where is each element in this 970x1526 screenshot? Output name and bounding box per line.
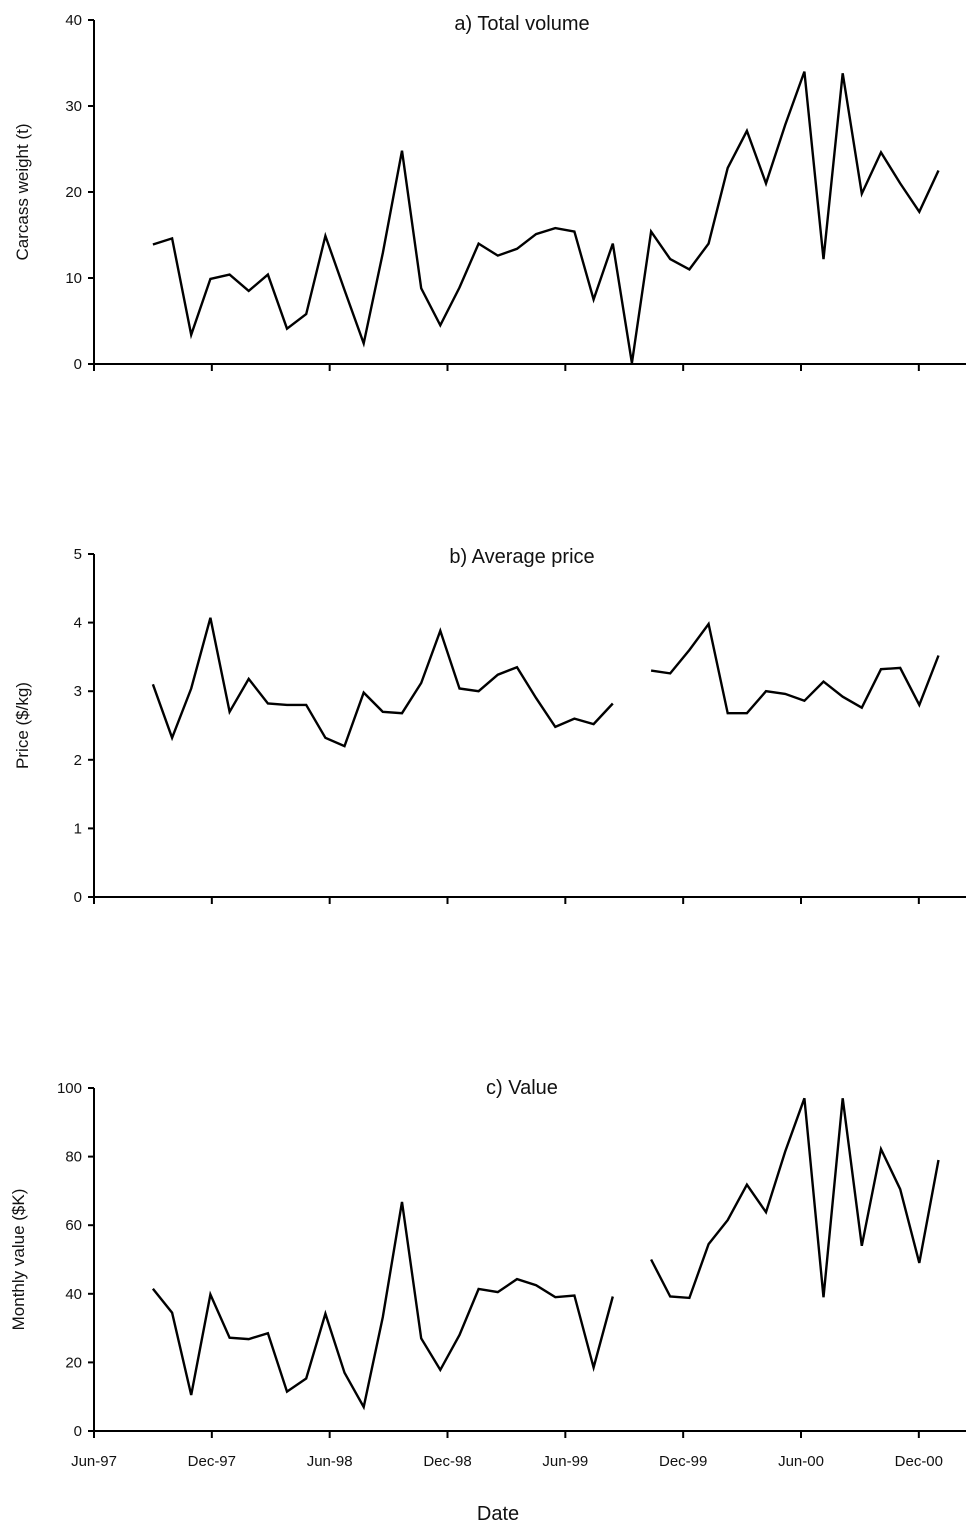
y-axis-title: Monthly value ($K) — [9, 1189, 28, 1331]
panel-total-volume: 0 10 20 30 40 a) Total volume Carcass weight (… — [13, 12, 966, 373]
y-tick-label: 3 — [74, 683, 82, 700]
y-tick-label: 40 — [65, 1286, 82, 1303]
y-tick-label: 4 — [74, 615, 82, 632]
x-tick-label: Jun-98 — [307, 1453, 353, 1470]
x-tick-label: Dec-98 — [423, 1453, 471, 1470]
x-tick-label: Jun-00 — [778, 1453, 824, 1470]
y-tick-label: 80 — [65, 1149, 82, 1166]
x-tick-label: Dec-99 — [659, 1453, 707, 1470]
y-tick-label: 100 — [57, 1080, 82, 1097]
x-tick-label: Jun-97 — [71, 1453, 117, 1470]
x-tick-label: Dec-00 — [895, 1453, 943, 1470]
y-axis-title: Carcass weight (t) — [13, 124, 32, 261]
y-tick-label: 20 — [65, 184, 82, 201]
panel-value: 0 20 40 60 80 100 Jun-97 Dec-97 Jun-98 Dec-98 Jun-… — [9, 1077, 966, 1470]
x-tick-label: Dec-97 — [188, 1453, 236, 1470]
y-tick-label: 40 — [65, 12, 82, 29]
y-tick-label: 10 — [65, 270, 82, 287]
series-line-segment-1 — [151, 1201, 614, 1411]
y-tick-label: 5 — [74, 546, 82, 563]
x-axis-title: Date — [477, 1503, 519, 1525]
y-tick-label: 0 — [74, 889, 82, 906]
y-tick-label: 0 — [74, 1423, 82, 1440]
y-tick-label: 2 — [74, 752, 82, 769]
y-tick-label: 30 — [65, 98, 82, 115]
x-tick-label: Jun-99 — [542, 1453, 588, 1470]
y-tick-label: 0 — [74, 356, 82, 373]
panel-title: b) Average price — [449, 546, 594, 568]
panel-title: c) Value — [486, 1077, 558, 1099]
y-tick-label: 60 — [65, 1217, 82, 1234]
panel-average-price: 0 1 2 3 4 5 b) Average price Price ($/kg) — [13, 546, 966, 906]
y-tick-label: 20 — [65, 1354, 82, 1371]
y-tick-label: 1 — [74, 820, 82, 837]
series-line-segment-1 — [152, 71, 940, 364]
series-line-segment-1 — [151, 617, 614, 748]
series-line-segment-2 — [650, 621, 940, 715]
panel-title: a) Total volume — [454, 13, 589, 35]
y-axis-title: Price ($/kg) — [13, 682, 32, 769]
series-line-segment-2 — [650, 1097, 940, 1300]
